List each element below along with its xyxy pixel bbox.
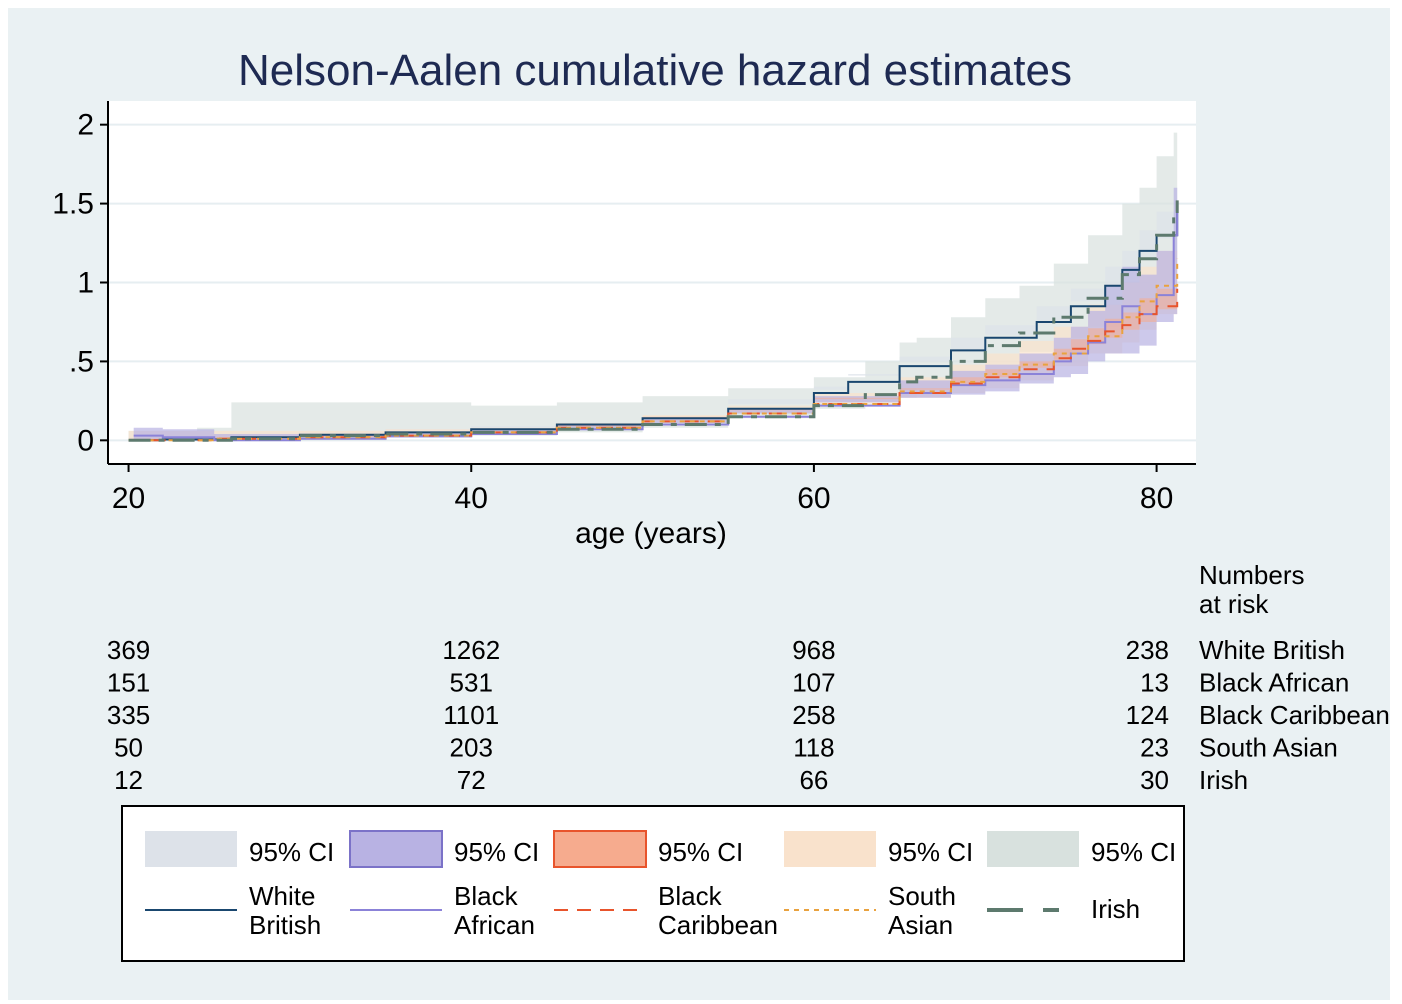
risk-row-label: Black African <box>1199 668 1349 698</box>
legend-series-label: Black African <box>454 881 535 940</box>
risk-count: 118 <box>793 733 834 763</box>
x-tick-label: 40 <box>455 482 488 515</box>
risk-count: 203 <box>450 733 493 763</box>
risk-table-header: Numbers at risk <box>1199 560 1304 619</box>
legend-ci-swatch <box>987 831 1079 867</box>
legend-ci-swatch <box>145 831 237 867</box>
risk-row-label: South Asian <box>1199 733 1338 763</box>
hazard-line-irish <box>128 200 1179 442</box>
legend-series-label: Black Caribbean <box>658 881 778 940</box>
y-tick-label: 0 <box>77 424 94 457</box>
nelson-aalen-chart: Nelson-Aalen cumulative hazard estimates… <box>52 46 1390 962</box>
risk-count: 238 <box>1126 635 1169 665</box>
legend-ci-label: 95% CI <box>1091 837 1176 867</box>
risk-row-label: White British <box>1199 635 1345 665</box>
confidence-bands <box>128 124 1178 441</box>
x-axis-title: age (years) <box>575 517 727 550</box>
hazard-line-south-asian <box>128 258 1179 442</box>
axes: 0 .5 1 1.5 2 20 40 60 80 <box>52 101 1196 515</box>
risk-count: 23 <box>1140 733 1169 763</box>
hazard-lines <box>128 200 1179 442</box>
y-tick-label: 1 <box>77 267 94 300</box>
legend-ci-swatch <box>349 830 443 868</box>
risk-count: 50 <box>114 733 143 763</box>
legend-ci-label: 95% CI <box>249 837 334 867</box>
y-tick-label: 1.5 <box>52 188 94 221</box>
legend-ci-label: 95% CI <box>454 837 539 867</box>
risk-count: 12 <box>114 765 143 795</box>
risk-count: 30 <box>1140 765 1169 795</box>
risk-count: 124 <box>1126 700 1169 730</box>
legend-ci-label: 95% CI <box>658 837 743 867</box>
y-tick-label: .5 <box>69 345 94 378</box>
legend-series-label: White British <box>249 881 321 940</box>
legend-ci-swatch <box>784 831 876 867</box>
chart-title: Nelson-Aalen cumulative hazard estimates <box>238 46 1072 95</box>
risk-count: 72 <box>457 765 486 795</box>
legend-series-label: South Asian <box>888 881 956 940</box>
risk-row-label: Irish <box>1199 765 1248 795</box>
risk-count: 968 <box>792 635 835 665</box>
risk-count: 1101 <box>443 700 499 730</box>
x-tick-label: 80 <box>1140 482 1173 515</box>
risk-count: 66 <box>799 765 828 795</box>
x-tick-label: 20 <box>112 482 145 515</box>
risk-count: 1262 <box>442 635 500 665</box>
risk-count: 531 <box>450 668 493 698</box>
risk-row-label: Black Caribbean <box>1199 700 1390 730</box>
risk-count: 369 <box>107 635 150 665</box>
risk-count: 107 <box>792 668 835 698</box>
risk-count: 335 <box>107 700 150 730</box>
graph-region: Nelson-Aalen cumulative hazard estimates… <box>8 8 1390 1000</box>
legend: 95% CI White British 95% CI Black African 95% … <box>121 805 1185 962</box>
legend-ci-label: 95% CI <box>888 837 973 867</box>
y-tick-label: 2 <box>77 109 94 142</box>
x-tick-label: 60 <box>797 482 830 515</box>
numbers-at-risk-table: Numbers at risk 369 1262 968 238 White British… <box>107 560 1390 795</box>
risk-count: 13 <box>1140 668 1169 698</box>
risk-count: 151 <box>107 668 150 698</box>
legend-series-label: Irish <box>1091 894 1140 924</box>
risk-count: 258 <box>792 700 835 730</box>
legend-ci-swatch <box>553 830 647 868</box>
